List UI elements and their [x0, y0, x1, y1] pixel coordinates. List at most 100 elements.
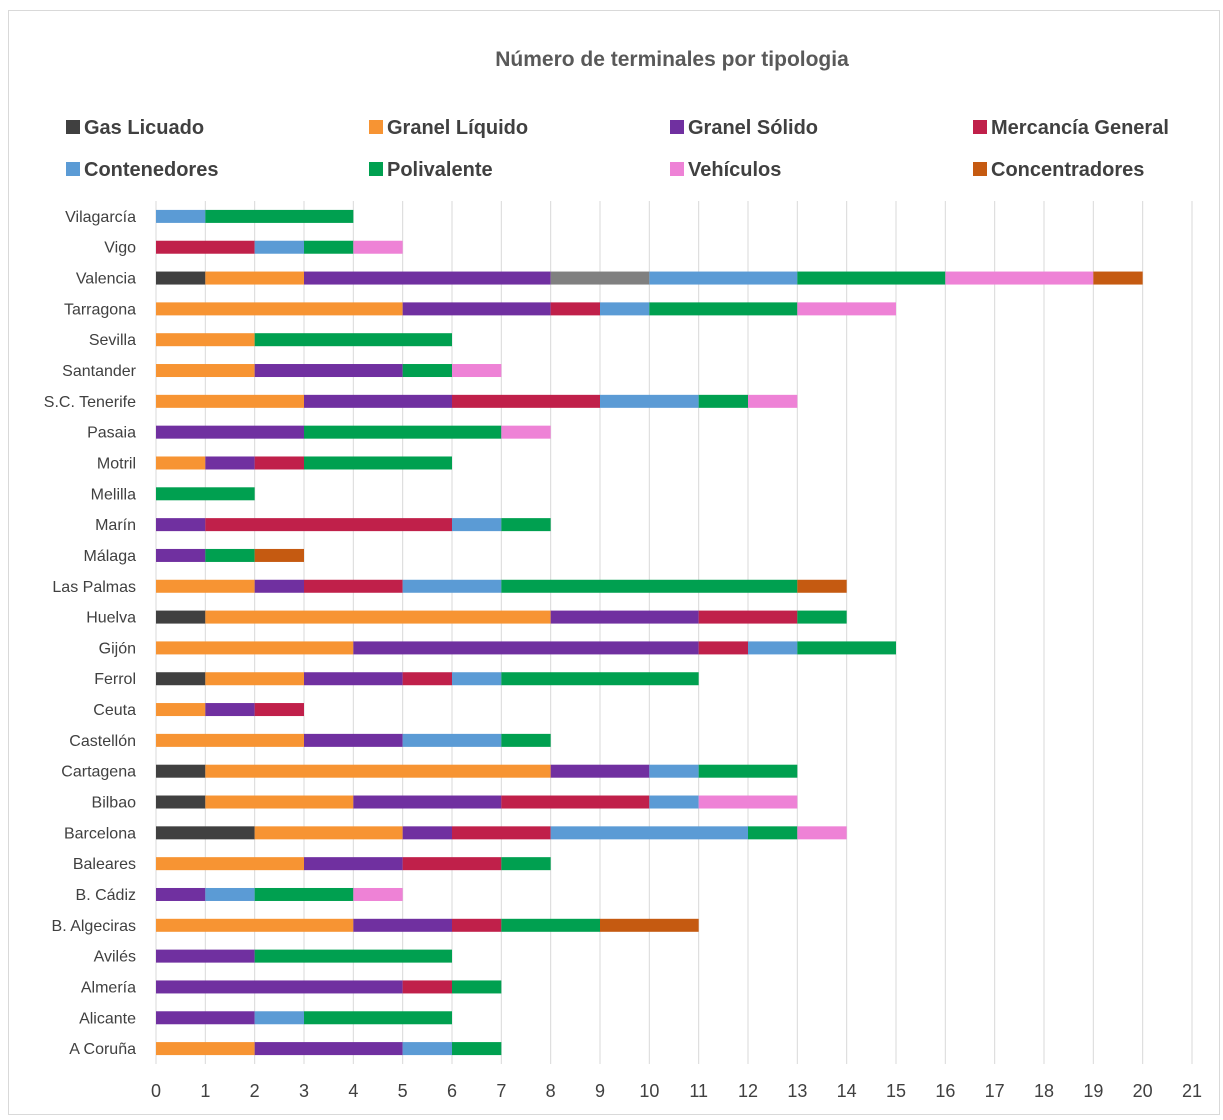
- bar-segment-contenedores: [452, 672, 502, 686]
- legend-swatch-granel-solido: [670, 120, 684, 134]
- x-tick-label: 21: [1182, 1081, 1202, 1101]
- bar-segment-granel-solido: [156, 425, 304, 439]
- bar-segment-granel-liquido: [156, 1042, 255, 1056]
- category-label: Avilés: [94, 949, 136, 966]
- bar-segment-contenedores: [254, 240, 304, 254]
- x-tick-label: 4: [348, 1081, 358, 1101]
- bar-segment-granel-solido: [156, 1011, 255, 1025]
- x-tick-label: 9: [595, 1081, 605, 1101]
- bar-segment-polivalente: [501, 579, 798, 593]
- bar-segment-contenedores: [649, 795, 699, 809]
- bar-segment-granel-liquido: [156, 703, 206, 717]
- x-tick-label: 20: [1133, 1081, 1153, 1101]
- bar-segment-contenedores: [254, 1011, 304, 1025]
- bar-segment-mercancia-general: [550, 302, 600, 316]
- bar-segment-granel-solido: [254, 364, 403, 378]
- x-tick-label: 1: [200, 1081, 210, 1101]
- bar-segment-granel-liquido: [156, 394, 304, 408]
- chart-title: Número de terminales por tipologia: [495, 48, 849, 71]
- bar-segment-granel-solido: [254, 1042, 403, 1056]
- legend-label-contenedores: Contenedores: [84, 159, 218, 181]
- bar-segment-contenedores: [600, 302, 650, 316]
- x-tick-label: 14: [837, 1081, 857, 1101]
- legend: Gas Licuado Granel Líquido Granel Sólido Me…: [66, 117, 1169, 181]
- category-label: Pasaia: [87, 425, 136, 442]
- bar-segment-mercancia-general: [452, 918, 502, 932]
- bar-segment-granel-liquido: [205, 764, 551, 778]
- bar-segment-contenedores: [649, 271, 798, 285]
- bar-segment-concentradores: [1093, 271, 1143, 285]
- x-tick-label: 8: [546, 1081, 556, 1101]
- bar-segment-granel-solido: [550, 764, 650, 778]
- bar-segment-polivalente: [698, 394, 748, 408]
- bar-segment-granel-solido: [156, 548, 206, 562]
- bar-segment-vehiculos: [501, 425, 551, 439]
- bar-segment-mercancia-general: [452, 394, 600, 408]
- bar-segment-granel-solido: [156, 518, 206, 532]
- bar-segment-concentradores: [797, 579, 847, 593]
- category-label: Las Palmas: [52, 579, 136, 596]
- category-label: Santander: [62, 363, 137, 380]
- category-label: Gijón: [99, 640, 136, 657]
- category-labels: Vilagarcía Vigo Valencia Tarragona Sevilla Sa…: [44, 209, 137, 1058]
- bar-segment-mercancia-general: [254, 703, 304, 717]
- bar-segment-polivalente: [205, 209, 354, 223]
- category-label: Marín: [95, 517, 136, 534]
- bar-segment-mercancia-general: [205, 518, 452, 532]
- bar-segment-mercancia-general: [402, 857, 502, 871]
- category-label: Tarragona: [64, 301, 136, 318]
- bar-segment-polivalente: [649, 302, 798, 316]
- category-label: Sevilla: [89, 332, 136, 349]
- tick-labels: 0 1 2 3 4 5 6 7 8 9 10 11 12 13 14 15 16 17 18 19 20 21: [151, 1081, 1202, 1101]
- bar-segment-granel-liquido: [205, 610, 551, 624]
- category-label: A Coruña: [69, 1041, 136, 1058]
- category-label: Almería: [81, 979, 136, 996]
- bar-segment-granel-solido: [156, 949, 255, 963]
- x-tick-label: 15: [886, 1081, 906, 1101]
- x-tick-label: 6: [447, 1081, 457, 1101]
- bar-segment-granel-solido: [550, 610, 699, 624]
- legend-swatch-contenedores: [66, 162, 80, 176]
- bar-segment-granel-solido: [353, 641, 699, 655]
- legend-swatch-polivalente: [369, 162, 383, 176]
- category-label: Cartagena: [61, 764, 136, 781]
- legend-label-gas-licuado: Gas Licuado: [84, 117, 204, 139]
- category-label: B. Algeciras: [52, 918, 136, 935]
- bar-segment-polivalente: [501, 857, 551, 871]
- bar-segment-polivalente: [797, 641, 896, 655]
- category-label: Ferrol: [94, 671, 136, 688]
- bar-segment-granel-liquido: [254, 826, 403, 840]
- x-tick-label: 18: [1034, 1081, 1054, 1101]
- bar-segment-contenedores: [402, 579, 502, 593]
- bar-segment-polivalente: [452, 980, 502, 994]
- bar-segment-contenedores: [600, 394, 699, 408]
- bar-segment-granel-liquido: [156, 857, 304, 871]
- bar-segment-mercancia-general: [452, 826, 551, 840]
- bar-segment-polivalente: [254, 887, 354, 901]
- bar-segment-granel-liquido: [156, 364, 255, 378]
- legend-label-mercancia-general: Mercancía General: [991, 117, 1169, 139]
- legend-label-concentradores: Concentradores: [991, 159, 1144, 181]
- bar-segment-mercancia-general: [501, 795, 650, 809]
- bar-segment-vehiculos: [353, 887, 403, 901]
- bar-segment-polivalente: [501, 733, 551, 747]
- bar-segment-granel-liquido: [156, 733, 304, 747]
- bar-segment-polivalente: [156, 487, 255, 501]
- bar-segment-polivalente: [501, 918, 600, 932]
- bar-segment-contenedores: [156, 209, 206, 223]
- bar-segment-granel-solido: [353, 918, 452, 932]
- bar-segment-polivalente: [501, 672, 699, 686]
- bar-segment-contenedores: [550, 826, 748, 840]
- legend-swatch-mercancia-general: [973, 120, 987, 134]
- bar-segment-contenedores: [402, 733, 502, 747]
- x-tick-label: 7: [496, 1081, 506, 1101]
- bar-segment-polivalente: [205, 548, 255, 562]
- legend-label-granel-liquido: Granel Líquido: [387, 117, 528, 139]
- category-label: Motril: [97, 455, 136, 472]
- category-label: Valencia: [76, 271, 136, 288]
- category-label: B. Cádiz: [76, 887, 136, 904]
- bar-segment-polivalente: [797, 610, 847, 624]
- bar-segment-contenedores: [205, 887, 255, 901]
- bar-segment-vehiculos: [797, 302, 896, 316]
- legend-swatch-concentradores: [973, 162, 987, 176]
